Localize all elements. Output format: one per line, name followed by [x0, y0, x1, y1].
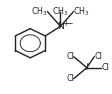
- Text: Cl: Cl: [101, 63, 109, 72]
- Text: CH$_3$: CH$_3$: [73, 6, 90, 18]
- Text: −: −: [66, 19, 72, 28]
- Text: Cl: Cl: [94, 52, 102, 61]
- Text: Cl: Cl: [66, 74, 74, 83]
- Text: CH$_3$: CH$_3$: [31, 6, 48, 18]
- Text: Cl: Cl: [66, 52, 74, 61]
- Text: N: N: [57, 22, 64, 31]
- Text: CH$_3$: CH$_3$: [52, 6, 69, 18]
- Text: I: I: [85, 63, 88, 72]
- Text: +: +: [62, 19, 68, 28]
